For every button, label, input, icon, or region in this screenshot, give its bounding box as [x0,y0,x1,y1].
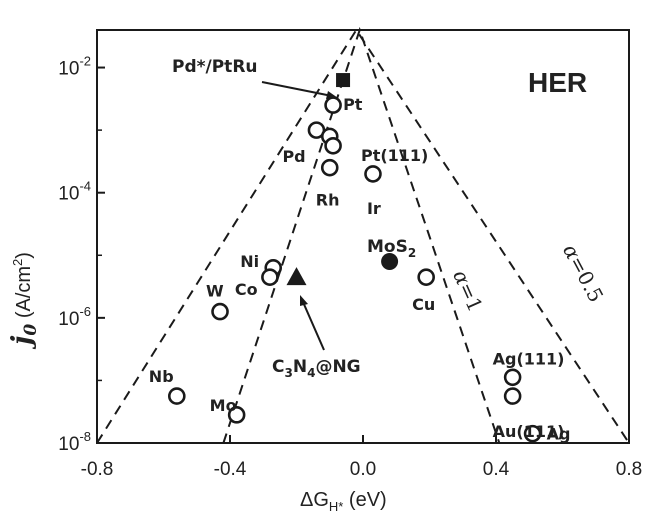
y-axis-label-unit-pre: (A/cm [13,266,35,324]
data-markers [168,73,542,443]
point-label-14: Au(111) [493,422,565,441]
special-point-square [336,73,351,88]
annotation-c3n4-arrow [302,301,325,351]
point-label-13: Ag(111) [493,349,565,368]
label-mos2-sub: 2 [408,246,416,260]
y-tick-label-2-exp: -6 [79,304,91,319]
panel-label: HER [528,67,587,98]
volcano-curve-0 [96,28,630,444]
point-12 [417,268,435,286]
x-tick-label-4: 0.8 [616,459,642,480]
label-mos2: MoS2 [367,237,416,260]
y-tick-label-3: 10-8 [58,429,91,455]
point-label-9: W [206,282,224,301]
point-0 [324,96,342,114]
y-tick-label-0-base: 10 [58,59,79,80]
point-label-7: Ni [240,252,259,271]
special-point-triangle [286,267,307,286]
annotation-c3n4-part-4: @NG [315,357,360,377]
curve-label-1: α=1 [448,266,487,315]
x-axis-label: ΔGH* (eV) [300,489,387,514]
point-label-10: Nb [149,367,174,386]
point-15 [523,424,542,443]
annotation-c3n4-part-0: C [272,357,284,377]
point-4 [320,158,339,177]
curve-label-0: α=0.5 [558,240,608,306]
y-tick-label-3-exp: -8 [79,429,91,444]
y-tick-label-0-exp: -2 [79,54,91,69]
point-label-0: Pt [343,95,363,114]
y-axis-label-var: j [7,335,37,350]
y-axis-label-unit-post: ) [13,252,35,259]
point-10 [168,387,186,405]
annotation-pdptru: Pd*/PtRu [172,57,258,77]
y-tick-label-1-exp: -4 [79,179,91,194]
point-9 [211,302,229,321]
y-tick-label-1: 10-4 [58,179,91,205]
annotation-c3n4-arrowhead [300,295,308,306]
point-labels: Pt Pd Rh Pt(111) Ir Ni Co W Nb Mo Cu Ag(111) Au(111)… [149,95,571,444]
point-5 [364,165,382,183]
label-mos2-main: MoS [367,237,408,257]
point-label-5: Pt(111) [361,146,428,165]
x-tick-label-2: 0.0 [350,459,376,480]
point-13 [503,368,522,387]
annotation-c3n4-part-2: N [293,357,307,377]
point-11 [227,406,246,424]
point-label-15: Ag [547,425,571,444]
point-3 [324,136,342,155]
point-label-1: Pd [282,147,305,166]
x-tick-label-0: -0.8 [81,459,114,480]
point-14 [503,387,522,405]
point-label-11: Mo [210,396,237,415]
x-axis-label-unit: (eV) [343,489,386,511]
x-tick-label-1: -0.4 [214,459,247,480]
point-8 [261,268,279,286]
x-axis-label-sub: H* [329,499,343,514]
annotation-c3n4-part-1: 3 [284,366,292,380]
special-point-circle [381,253,399,271]
y-axis-label-unit-sup: 2 [10,259,25,266]
annotation-c3n4: C3N4@NG [272,357,361,380]
point-label-8: Co [235,280,258,299]
y-tick-label-0: 10-2 [58,54,91,80]
annotation-c3n4-part-3: 4 [307,366,315,380]
annotation-pdptru-arrowhead [326,91,338,99]
y-tick-label-3-base: 10 [58,434,79,455]
y-axis-label-var-sub: 0 [21,324,41,336]
y-axis-label: j0 (A/cm2) [7,252,41,350]
point-label-4: Rh [316,191,340,210]
annotation-pdptru-arrow [261,81,333,97]
axis-ticks: -0.8 -0.4 0.0 0.4 0.810-210-410-610-8 [58,54,642,480]
volcano-curve-1 [222,26,501,444]
y-tick-label-2-base: 10 [58,309,79,330]
point-label-6: Ir [367,199,381,218]
x-tick-label-3: 0.4 [483,459,510,480]
curve-label-0-eq: =0.5 [564,252,608,306]
point-label-12: Cu [412,295,435,314]
y-tick-label-1-base: 10 [58,184,79,205]
y-tick-label-2: 10-6 [58,304,91,330]
x-axis-label-main: ΔG [300,489,329,511]
